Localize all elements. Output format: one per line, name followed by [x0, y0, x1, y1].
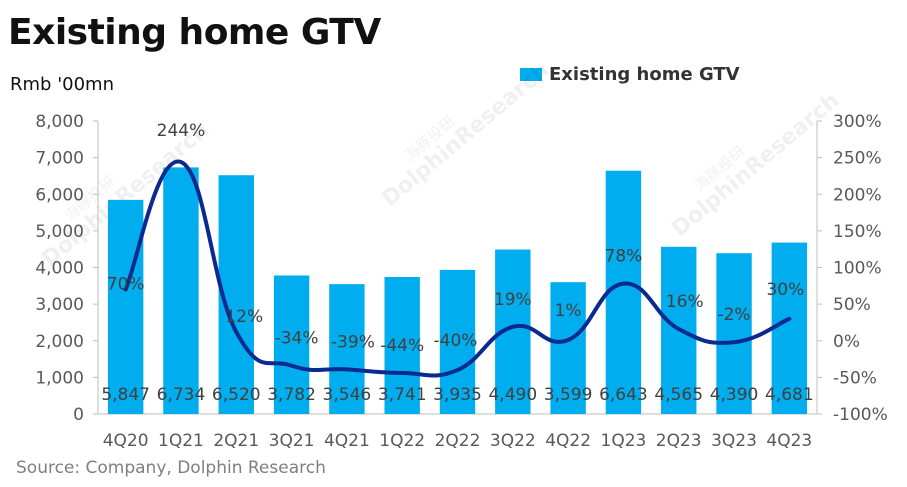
- left-tick-label: 2,000: [35, 332, 84, 352]
- right-tick-label: 200%: [833, 185, 882, 205]
- left-tick-label: 7,000: [35, 149, 84, 169]
- legend-label: Existing home GTV: [549, 64, 740, 85]
- x-tick-label: 4Q22: [545, 431, 591, 451]
- chart-title: Existing home GTV: [8, 12, 381, 53]
- left-tick-label: 4,000: [35, 259, 84, 279]
- left-tick-label: 5,000: [35, 222, 84, 242]
- bar: [771, 242, 808, 414]
- bar: [384, 276, 420, 414]
- x-tick-label: 4Q21: [324, 431, 370, 451]
- line-value-label: 12%: [225, 307, 263, 327]
- bar-value-label: 4,490: [488, 385, 537, 405]
- right-tick-label: 250%: [833, 149, 882, 169]
- line-value-label: -34%: [275, 329, 319, 349]
- x-tick-label: 3Q23: [711, 431, 757, 451]
- bar-value-label: 3,782: [267, 385, 316, 405]
- watermark-2: DolphinResearch: [667, 88, 844, 242]
- bar: [439, 269, 476, 414]
- bar-value-label: 6,734: [157, 385, 206, 405]
- x-tick-label: 1Q23: [601, 431, 647, 451]
- bar-value-label: 4,390: [710, 385, 759, 405]
- line-value-label: 30%: [766, 280, 804, 300]
- bar-value-label: 6,643: [599, 385, 648, 405]
- x-tick-label: 4Q20: [103, 431, 149, 451]
- line-value-label: 19%: [494, 290, 532, 310]
- left-tick-label: 1,000: [35, 368, 84, 388]
- source-note: Source: Company, Dolphin Research: [16, 458, 326, 478]
- bar-value-label: 5,847: [101, 385, 150, 405]
- right-tick-label: -100%: [833, 405, 888, 425]
- line-value-label: 244%: [157, 121, 206, 141]
- line-value-label: -44%: [380, 336, 424, 356]
- bar: [550, 282, 586, 414]
- bar-value-label: 3,741: [378, 385, 427, 405]
- yoy-growth-line: [123, 159, 792, 378]
- x-tick-label: 3Q22: [490, 431, 536, 451]
- legend-swatch: [520, 68, 542, 81]
- x-tick-label: 2Q23: [656, 431, 702, 451]
- bar-value-label: 3,935: [433, 385, 482, 405]
- right-tick-label: -50%: [833, 368, 877, 388]
- legend: Existing home GTV: [520, 64, 740, 85]
- bar: [273, 275, 310, 414]
- bar-value-label: 6,520: [212, 385, 261, 405]
- right-tick-label: 100%: [833, 259, 882, 279]
- watermark-1: DolphinResearch: [377, 58, 554, 212]
- line-value-label: 16%: [666, 292, 704, 312]
- right-tick-label: 300%: [833, 112, 882, 132]
- right-tick-label: 50%: [833, 295, 871, 315]
- x-tick-label: 1Q21: [158, 431, 204, 451]
- line-value-label: 70%: [107, 274, 145, 294]
- bar: [163, 167, 199, 414]
- bar: [605, 170, 642, 414]
- left-tick-label: 6,000: [35, 185, 84, 205]
- line-value-label: 1%: [555, 301, 582, 321]
- line-value-label: -2%: [717, 305, 750, 325]
- bar-value-label: 3,599: [544, 385, 593, 405]
- right-tick-label: 150%: [833, 222, 882, 242]
- x-tick-label: 3Q21: [269, 431, 315, 451]
- bar-value-label: 4,681: [765, 385, 814, 405]
- right-tick-label: 0%: [833, 332, 860, 352]
- bar-value-label: 3,546: [323, 385, 372, 405]
- left-tick-label: 0: [73, 405, 84, 425]
- left-tick-label: 3,000: [35, 295, 84, 315]
- x-tick-label: 1Q22: [379, 431, 425, 451]
- line-value-label: -40%: [434, 331, 478, 351]
- unit-label: Rmb '00mn: [10, 74, 114, 95]
- bar-value-label: 4,565: [654, 385, 703, 405]
- x-tick-label: 2Q22: [435, 431, 481, 451]
- left-tick-label: 8,000: [35, 112, 84, 132]
- x-tick-label: 2Q21: [213, 431, 259, 451]
- line-value-label: 78%: [605, 247, 643, 267]
- x-tick-label: 4Q23: [766, 431, 812, 451]
- line-value-label: -39%: [331, 332, 375, 352]
- bar: [107, 199, 144, 414]
- bar: [716, 253, 752, 414]
- bar: [329, 284, 365, 414]
